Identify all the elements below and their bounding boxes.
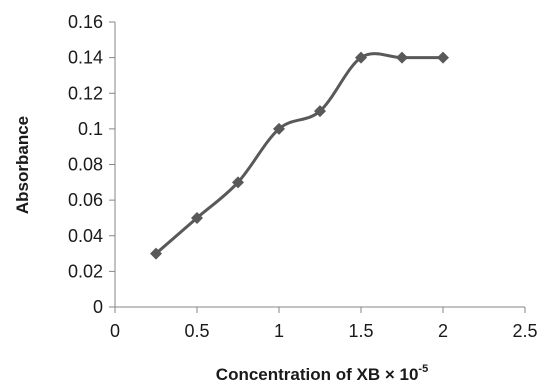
data-point-marker [150,247,162,260]
x-tick-label: 1.5 [348,321,373,341]
x-tick-label: 2 [438,321,448,341]
y-tick-label: 0 [93,297,103,317]
data-point-marker [314,105,326,118]
data-point-marker [437,51,449,64]
series-line [155,52,443,255]
y-axis-title: Absorbance [13,116,32,214]
y-tick-label: 0.06 [68,190,103,210]
x-axis-title: Concentration of XB × 10-5 [216,363,428,384]
data-point-marker [355,51,367,64]
y-tick-label: 0.16 [68,12,103,32]
y-tick-label: 0.14 [68,48,103,68]
x-tick-label: 2.5 [512,321,537,341]
y-tick-label: 0.12 [68,83,103,103]
y-tick-label: 0.04 [68,226,103,246]
data-point-marker [396,51,408,64]
x-tick-label: 0 [110,321,120,341]
y-tick-label: 0.08 [68,155,103,175]
data-point-marker [191,211,203,224]
x-axis-title-superscript: -5 [418,363,428,375]
x-tick-label: 1 [274,321,284,341]
x-axis-title-main: Concentration of XB × 10 [216,365,419,384]
series-markers [150,51,449,260]
data-point-marker [232,176,244,189]
x-ticks: 0 0.5 1 1.5 2 2.5 [110,307,538,341]
y-ticks: 0 0.02 0.04 0.06 0.08 0.1 0.12 0.14 0.16 [68,12,115,317]
x-tick-label: 0.5 [184,321,209,341]
y-tick-label: 0.02 [68,261,103,281]
y-tick-label: 0.1 [78,119,103,139]
data-point-marker [273,122,285,135]
